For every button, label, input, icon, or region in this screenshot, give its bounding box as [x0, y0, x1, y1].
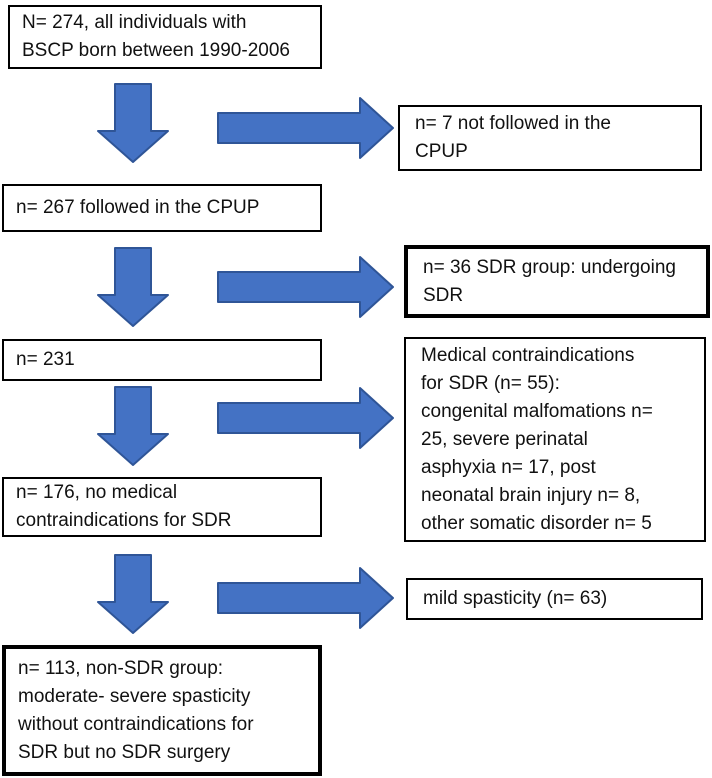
right-arrow-1-icon [217, 97, 394, 159]
box-medical-contraindications: Medical contraindications for SDR (n= 55… [404, 337, 706, 542]
down-arrow-4-icon [97, 554, 169, 634]
box-n231: n= 231 [2, 339, 322, 381]
box-mild-spasticity: mild spasticity (n= 63) [406, 578, 703, 620]
down-arrow-3-icon [97, 386, 169, 466]
box-sdr-group: n= 36 SDR group: undergoing SDR [404, 245, 710, 318]
right-arrow-2-icon [217, 256, 394, 318]
down-arrow-2-icon [97, 247, 169, 327]
down-arrow-1-icon [97, 83, 169, 163]
box-non-sdr-group: n= 113, non-SDR group: moderate- severe … [2, 645, 322, 776]
box-followed-cpup: n= 267 followed in the CPUP [2, 184, 322, 232]
box-no-contraindications: n= 176, no medical contraindications for… [2, 477, 322, 537]
right-arrow-3-icon [217, 387, 394, 449]
box-total-individuals: N= 274, all individuals with BSCP born b… [8, 5, 322, 69]
box-not-followed: n= 7 not followed in the CPUP [398, 105, 702, 171]
right-arrow-4-icon [217, 567, 394, 629]
